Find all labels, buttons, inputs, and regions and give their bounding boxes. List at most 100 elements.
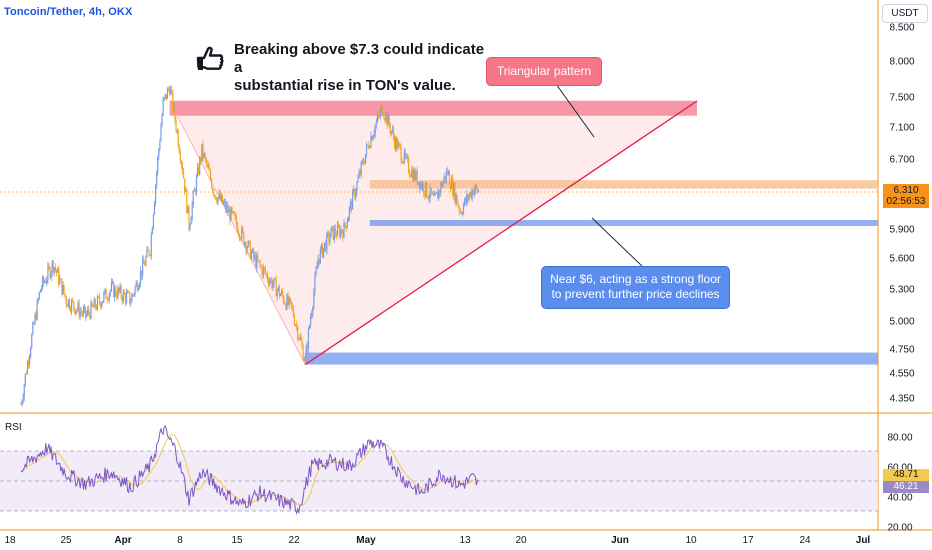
- candle-body: [277, 286, 279, 291]
- candle-body: [240, 238, 242, 240]
- candle-body: [406, 156, 409, 159]
- candle-body: [360, 162, 362, 175]
- candle-body: [148, 250, 150, 256]
- candle-body: [271, 278, 273, 288]
- candle-body: [157, 156, 159, 173]
- candle-body: [252, 248, 255, 258]
- candle-body: [363, 163, 366, 165]
- candle-body: [462, 205, 465, 214]
- candle-body: [470, 192, 472, 199]
- candle-body: [420, 182, 423, 189]
- triangle-pattern-callout[interactable]: Triangular pattern: [486, 57, 602, 86]
- candle-body: [194, 189, 197, 193]
- candle-body: [338, 224, 340, 228]
- candle-body: [47, 266, 49, 280]
- candle-body: [414, 170, 416, 180]
- candle-body: [237, 232, 240, 235]
- candle-body: [199, 157, 201, 174]
- candle-body: [441, 183, 443, 188]
- support-floor-line2: to prevent further price declines: [551, 287, 720, 301]
- candle-body: [170, 89, 172, 95]
- candle-body: [156, 172, 158, 186]
- candle-body: [72, 300, 74, 302]
- candle-body: [242, 227, 244, 233]
- time-tick-label: 10: [685, 535, 697, 546]
- candle-body: [35, 314, 37, 320]
- candle-body: [245, 242, 247, 252]
- candle-body: [317, 258, 319, 267]
- candle-body: [44, 281, 46, 283]
- candle-body: [57, 268, 59, 273]
- candle-body: [133, 294, 135, 295]
- candle-body: [459, 211, 461, 213]
- candle-body: [355, 191, 357, 198]
- candle-body: [230, 207, 232, 221]
- currency-button[interactable]: USDT: [882, 4, 928, 23]
- candle-body: [469, 192, 471, 197]
- candle-body: [189, 224, 191, 229]
- candle-body: [347, 217, 349, 222]
- candle-body: [451, 178, 453, 189]
- candle-body: [221, 195, 223, 204]
- candle-body: [111, 282, 114, 284]
- candle-body: [198, 166, 200, 174]
- candle-body: [234, 215, 236, 217]
- candle-body: [410, 175, 412, 177]
- candle-body: [342, 232, 344, 238]
- candle-body: [251, 248, 254, 253]
- candle-body: [260, 265, 262, 267]
- candle-body: [151, 228, 153, 235]
- candle-body: [247, 241, 249, 248]
- price-tick-label: 6.700: [889, 155, 914, 166]
- candle-body: [190, 218, 192, 225]
- candle-body: [428, 198, 430, 199]
- candle-body: [336, 224, 339, 236]
- rsi-indicator-label[interactable]: RSI: [5, 422, 22, 433]
- candle-body: [52, 261, 54, 272]
- candle-body: [112, 282, 115, 298]
- candle-body: [122, 291, 124, 302]
- candle-body: [405, 156, 408, 158]
- candle-body: [192, 191, 194, 205]
- candle-body: [278, 286, 280, 297]
- candle-body: [475, 185, 478, 189]
- candle-body: [269, 281, 271, 285]
- candle-body: [389, 125, 391, 134]
- candle-body: [45, 281, 47, 283]
- candle-body: [201, 143, 203, 161]
- candle-body: [282, 291, 284, 297]
- candle-body: [222, 202, 225, 204]
- candle-body: [289, 297, 291, 301]
- support-floor-callout[interactable]: Near $6, acting as a strong floor to pre…: [541, 266, 730, 309]
- candle-body: [76, 309, 78, 311]
- price-tick-label: 5.900: [889, 225, 914, 236]
- candle-body: [129, 292, 131, 304]
- candle-body: [223, 201, 226, 203]
- breakout-note-line2: substantial rise in TON's value.: [234, 77, 456, 94]
- candle-body: [244, 242, 246, 245]
- candle-body: [105, 288, 107, 300]
- candle-body: [439, 190, 441, 193]
- candle-body: [386, 114, 388, 126]
- candle-body: [383, 115, 385, 119]
- candle-body: [477, 191, 480, 193]
- candle-body: [143, 259, 145, 264]
- candle-body: [171, 89, 173, 92]
- candle-body: [81, 312, 83, 315]
- time-axis: 18 25 Apr 8 15 22 May 13 20 Jun 10 17 24 Jul: [4, 535, 870, 546]
- symbol-title[interactable]: Toncoin/Tether, 4h, OKX: [4, 6, 133, 18]
- candle-body: [394, 137, 396, 149]
- candle-body: [241, 227, 243, 239]
- candle-body: [85, 306, 87, 317]
- candle-body: [102, 300, 104, 304]
- candle-body: [255, 255, 257, 268]
- candle-body: [296, 324, 298, 327]
- candle-body: [215, 195, 217, 200]
- candle-body: [461, 213, 464, 215]
- candle-body: [274, 278, 276, 279]
- candle-body: [178, 145, 180, 153]
- floor-callout-pointer: [591, 217, 643, 267]
- candle-body: [266, 274, 269, 281]
- candle-body: [284, 302, 286, 305]
